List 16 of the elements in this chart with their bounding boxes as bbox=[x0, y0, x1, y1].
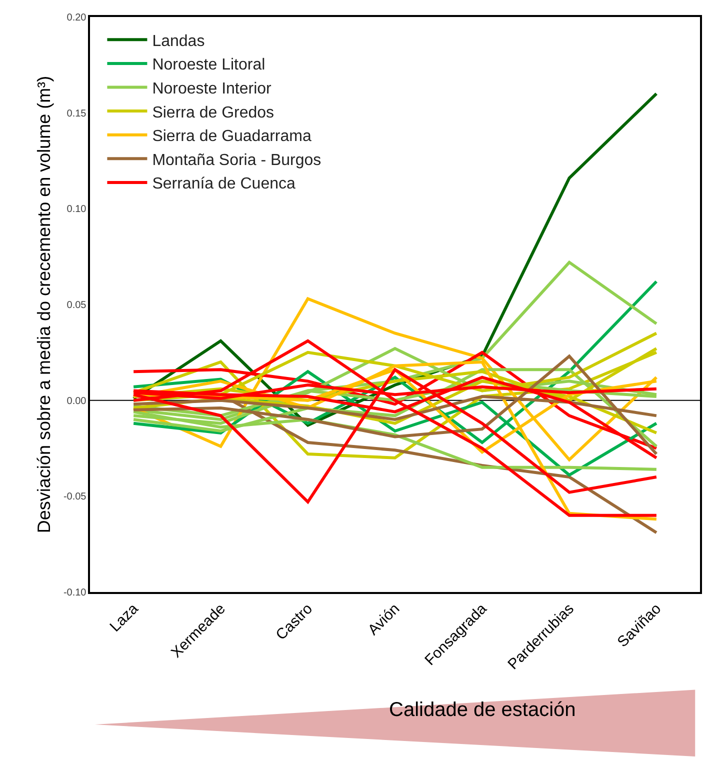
legend-label: Landas bbox=[152, 32, 205, 50]
legend-label: Serranía de Cuenca bbox=[152, 176, 296, 193]
y-tick-label: 0.10 bbox=[66, 204, 87, 216]
legend-label: Noroeste Litoral bbox=[152, 56, 266, 74]
y-tick-label: -0.10 bbox=[63, 588, 87, 598]
legend-label: Noroeste Interior bbox=[152, 80, 272, 98]
y-tick-label: 0.00 bbox=[66, 396, 87, 407]
y-tick-label: -0.05 bbox=[63, 492, 87, 503]
legend-label: Sierra de Guadarrama bbox=[152, 128, 312, 146]
y-tick-label: 0.15 bbox=[66, 108, 87, 120]
y-tick-label: 0.05 bbox=[66, 300, 87, 311]
legend-label: Montaña Soria - Burgos bbox=[152, 152, 322, 169]
text: Calidade de estación bbox=[389, 699, 576, 721]
legend-label: Sierra de Gredos bbox=[152, 104, 274, 122]
y-tick-label: 0.20 bbox=[66, 12, 87, 24]
y-axis-title: Desviación sobre a media do crecemento en volume (m³) bbox=[34, 76, 54, 534]
